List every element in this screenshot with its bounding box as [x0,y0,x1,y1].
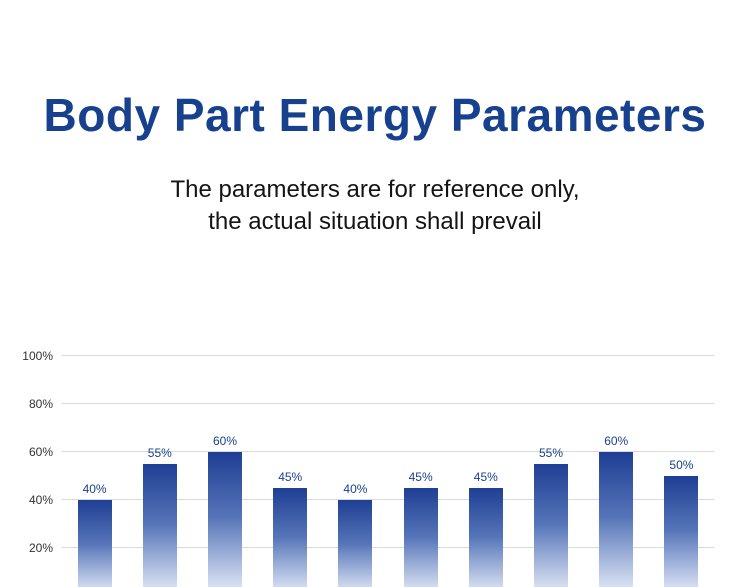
bar [468,488,503,587]
y-axis-tick-label: 100% [22,349,53,363]
bar-value-label: 50% [669,458,694,472]
bar [534,464,569,587]
bar-column: 45% [453,356,518,587]
bar-column: 55% [518,356,583,587]
bar [403,488,438,587]
page-subtitle: The parameters are for reference only, t… [0,174,750,239]
bar [77,500,112,587]
gridline [62,547,714,548]
gridline [62,355,714,356]
bar-value-label: 45% [278,470,303,484]
bar-column: 50% [649,356,714,587]
bars-row: 40% 55% 60% 45% 40% 45% 45% 55% 60% 50% [62,356,714,587]
gridline [62,451,714,452]
subtitle-line-2: the actual situation shall prevail [208,208,542,236]
bar-value-label: 40% [343,482,368,496]
chart-plot-area: 0%20%40%60%80%100%40%55%60%45%40%45%45%5… [22,349,714,587]
bar [273,488,308,587]
bar-value-label: 40% [82,482,107,496]
bar-value-label: 45% [408,470,433,484]
bar-chart: 0%20%40%60%80%100%40%55%60%45%40%45%45%5… [0,349,750,587]
bar [599,452,634,587]
bar-value-label: 45% [473,470,498,484]
bar-column: 45% [388,356,453,587]
bar-column: 40% [62,356,127,587]
bar-column: 45% [258,356,323,587]
bar-column: 60% [192,356,257,587]
gridline [62,499,714,500]
bar-value-label: 60% [212,434,238,448]
bar-column: 60% [584,356,649,587]
y-axis-tick-label: 60% [28,445,53,459]
subtitle-line-1: The parameters are for reference only, [170,176,580,203]
bar [142,464,177,587]
bar-value-label: 55% [147,446,172,460]
bar-column: 55% [127,356,192,587]
gridline [62,403,714,404]
page-title: Body Part Energy Parameters [43,89,707,141]
y-axis-tick-label: 40% [28,493,53,507]
y-axis-tick-label: 20% [28,541,53,555]
page: Body Part Energy Parameters The paramete… [0,88,750,587]
bar-value-label: 60% [604,434,629,448]
bar-value-label: 55% [539,446,564,460]
bar-column: 40% [323,356,388,587]
bar [208,452,242,587]
bar [338,500,373,587]
bar [664,476,699,587]
y-axis-tick-label: 80% [28,397,53,411]
